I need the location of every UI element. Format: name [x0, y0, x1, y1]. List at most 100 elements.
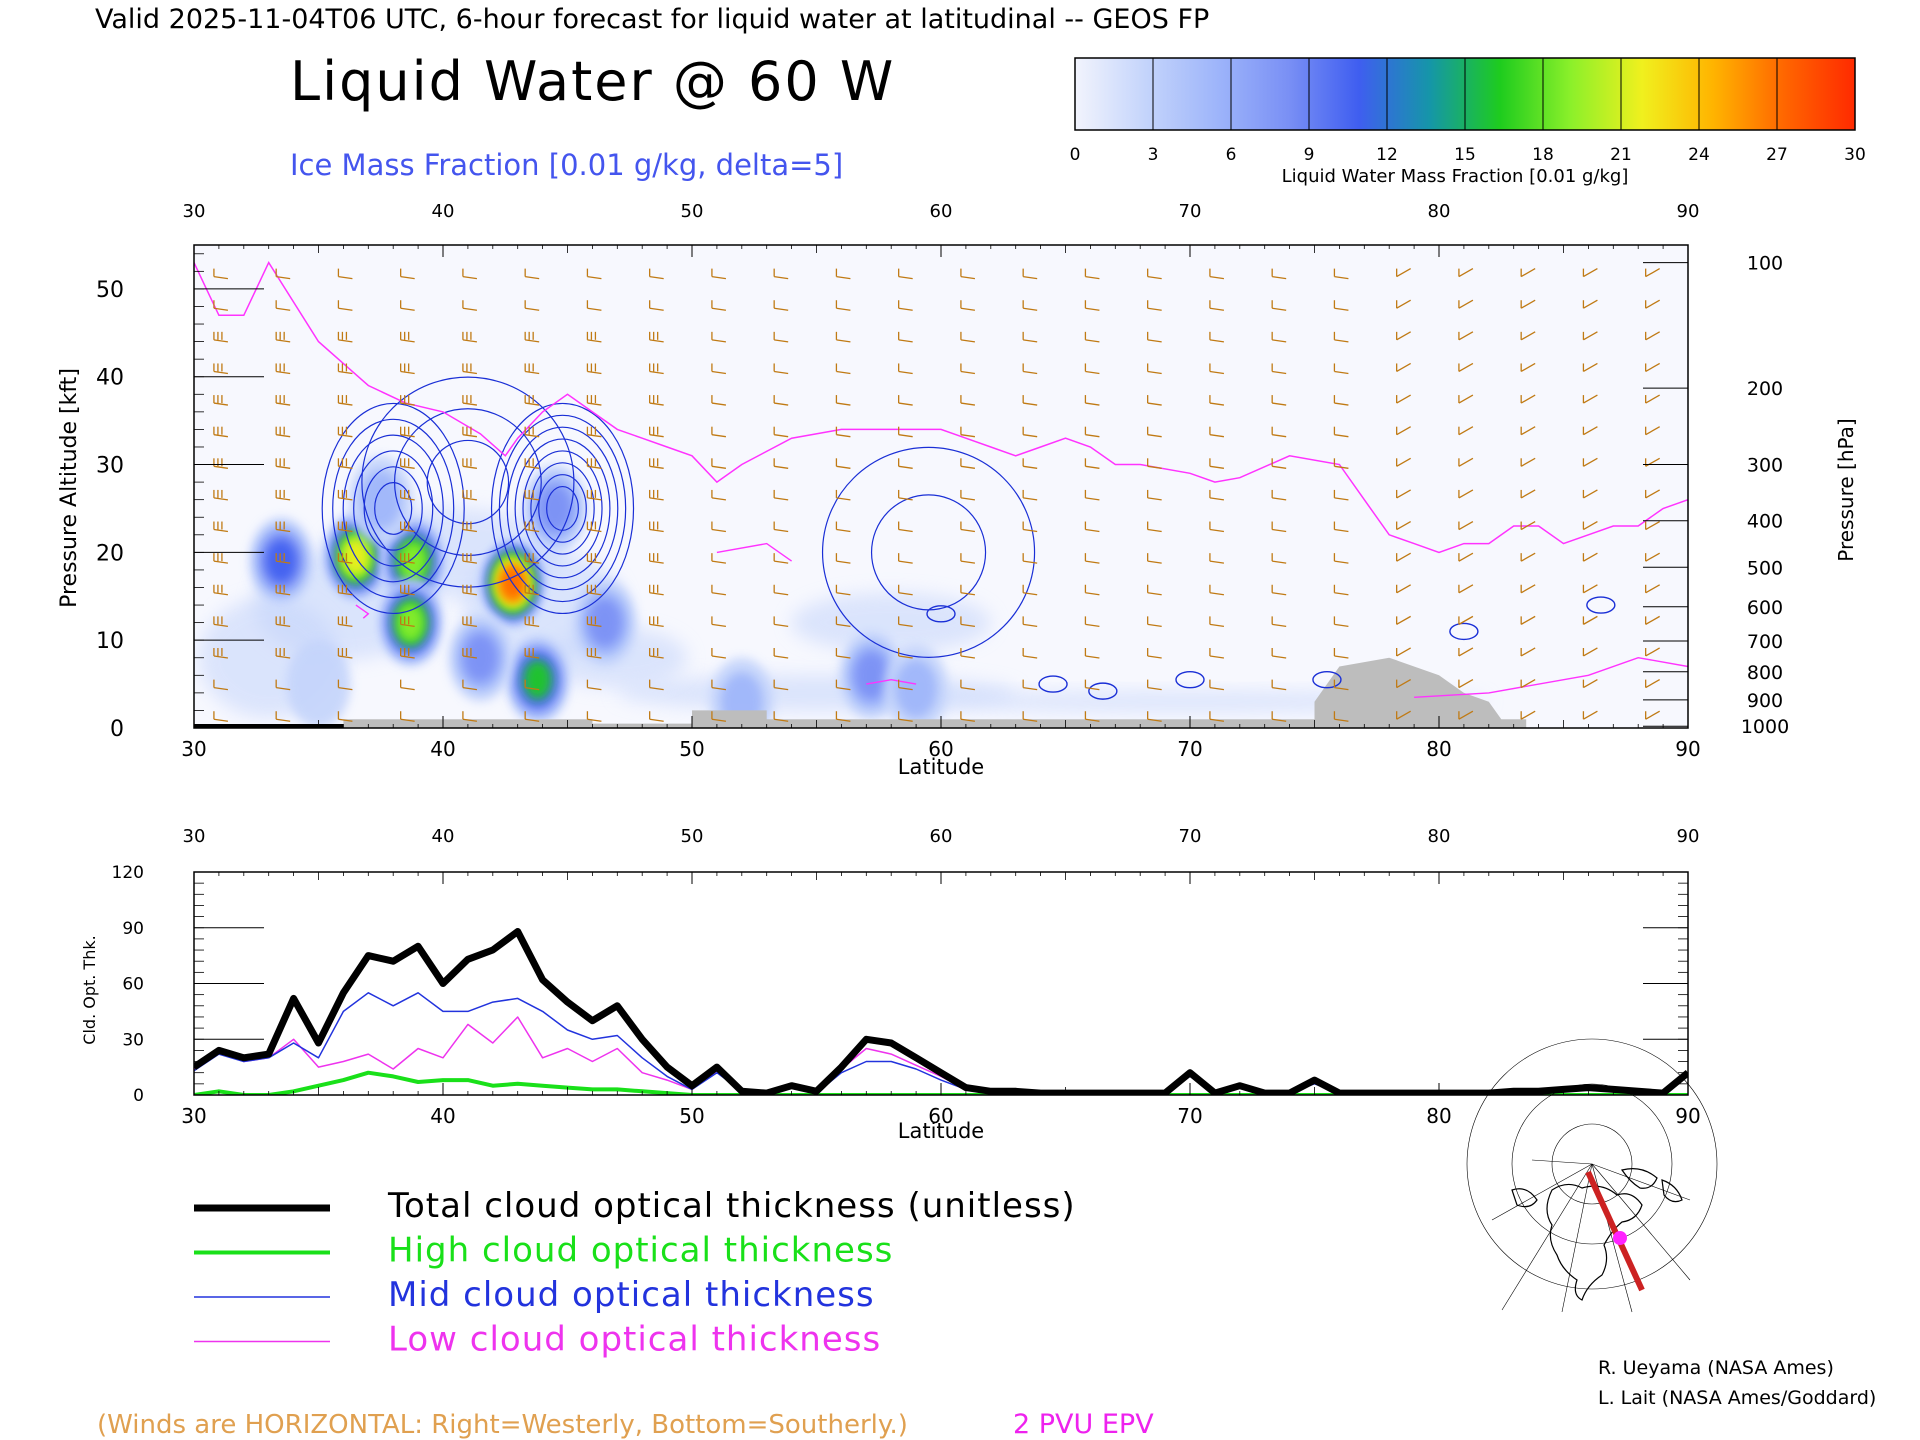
wind-barb [711, 331, 727, 343]
wind-barb [898, 521, 913, 533]
ice-contour [374, 482, 413, 535]
wind-barb [586, 679, 602, 691]
wind-barb [1271, 363, 1287, 375]
wind-barb [1333, 426, 1349, 438]
wind-barb [1396, 710, 1411, 720]
wind-barb [960, 268, 976, 280]
colorbar-tick-label: 18 [1532, 145, 1554, 165]
wind-barb [1084, 647, 1100, 659]
wind-barb [1396, 331, 1411, 341]
wind-barb [1582, 552, 1598, 562]
wind-barb [524, 395, 540, 406]
wind-barb [275, 363, 291, 375]
pressure-tick-label: 100 [1747, 253, 1783, 275]
wind-barb [1333, 584, 1349, 596]
top-x-label: Latitude [898, 755, 984, 779]
ice-contour [506, 426, 619, 591]
wind-barb [1333, 331, 1349, 343]
optical-thickness-lines [194, 928, 1688, 1095]
wind-barb [1147, 584, 1162, 596]
wind-barb [1271, 553, 1287, 564]
bottom-x-tick-label: 60 [928, 1104, 953, 1128]
wind-barb [1458, 584, 1474, 594]
wind-barb [1396, 489, 1411, 499]
wind-barb [898, 711, 913, 722]
wind-barb [898, 489, 913, 501]
wind-barb [1022, 553, 1038, 564]
wind-barb [835, 331, 851, 343]
wind-barb [1645, 426, 1660, 436]
wind-barb [1084, 458, 1100, 469]
wind-barb [1645, 299, 1660, 309]
liquid-water-blob [587, 598, 623, 647]
wind-barb [1147, 647, 1162, 659]
wind-barb [649, 553, 664, 564]
wind-barb [213, 584, 229, 596]
wind-barb [337, 300, 353, 311]
wind-barb [337, 584, 353, 596]
liquid-water-blob [359, 470, 402, 529]
wind-barb [835, 711, 851, 722]
wind-barb [1520, 394, 1536, 404]
wind-barb [1520, 520, 1536, 531]
wind-barb [1520, 615, 1536, 625]
wind-barb [1147, 553, 1162, 564]
wind-barb [1520, 647, 1536, 657]
wind-barb [1084, 679, 1100, 691]
credit-line-1: R. Ueyama (NASA Ames) [1598, 1357, 1834, 1379]
wind-barb [1520, 268, 1536, 278]
wind-barb [524, 300, 540, 311]
ice-contour [522, 450, 603, 567]
wind-barb [898, 647, 913, 659]
wind-barb [1520, 552, 1536, 562]
wind-barb [1271, 521, 1287, 533]
wind-barb [773, 616, 789, 628]
chart-subtitle: Ice Mass Fraction [0.01 g/kg, delta=5] [290, 148, 843, 182]
wind-barb [1022, 331, 1038, 343]
liquid-water-blob [537, 484, 573, 533]
bottom-y-tick-label: 30 [122, 1030, 144, 1050]
wind-barb [960, 616, 976, 628]
wind-barb [337, 426, 353, 438]
wind-barb [835, 489, 851, 501]
wind-barb [1396, 584, 1411, 594]
wind-barb [1458, 426, 1474, 436]
wind-barb [1520, 489, 1536, 499]
wind-barb [1271, 426, 1287, 438]
wind-barb [649, 521, 664, 533]
wind-barb [773, 268, 789, 280]
wind-barb [337, 711, 353, 722]
wind-barb [462, 331, 478, 343]
epv-label: 2 PVU EPV [1013, 1409, 1154, 1440]
wind-barb [275, 489, 291, 501]
wind-barb [1458, 331, 1474, 341]
wind-barb [898, 363, 913, 375]
wind-barb [835, 521, 851, 533]
optical-thickness-axes: 30 30 40 40 50 50 60 60 70 70 80 80 90 90 0 30 60 90 120 [112, 826, 1701, 1128]
top-y-tick-label: 40 [96, 366, 124, 391]
liquid-water-blob [853, 651, 889, 700]
wind-barb [898, 331, 913, 343]
wind-barb [462, 616, 478, 628]
wind-barb [960, 489, 976, 501]
wind-barb [1022, 521, 1038, 533]
wind-barb [213, 647, 229, 659]
wind-barb [462, 458, 478, 469]
top-x-tick-label: 50 [679, 737, 704, 761]
liquid-water-blob [523, 659, 553, 700]
wind-barb [1147, 521, 1162, 533]
wind-barb [275, 268, 291, 280]
wind-barb [1396, 457, 1411, 467]
wind-barb [524, 679, 540, 691]
top-x-tick-label: 30 [181, 737, 206, 761]
wind-barb [1147, 711, 1162, 722]
bottom-x-tick-label: 50 [679, 1104, 704, 1128]
wind-barb [1458, 647, 1474, 657]
wind-barb [1582, 457, 1598, 467]
wind-barb [1458, 710, 1474, 720]
wind-barb [649, 300, 664, 311]
bottom-x-tick-label: 70 [1177, 1104, 1202, 1128]
wind-barb [586, 647, 602, 659]
wind-barb [1333, 679, 1349, 691]
colorbar-tick-label: 30 [1844, 145, 1866, 165]
